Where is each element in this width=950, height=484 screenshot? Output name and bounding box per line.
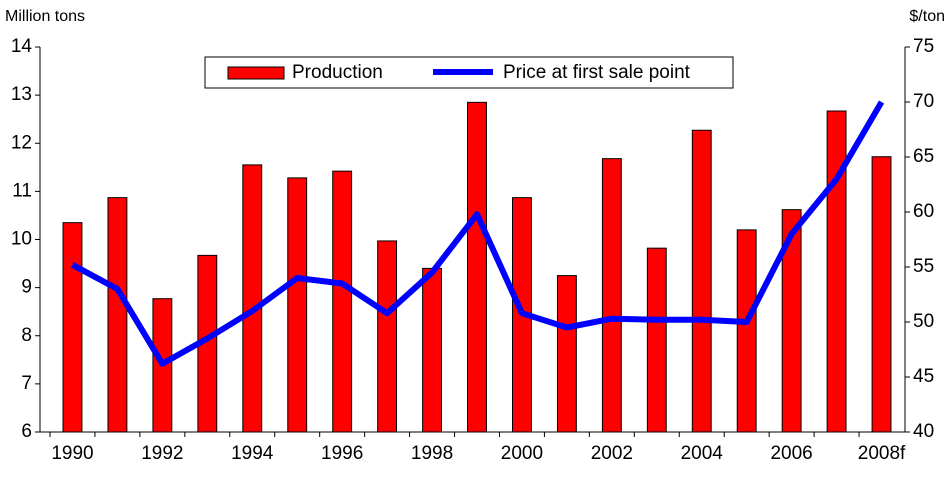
bar xyxy=(242,164,263,433)
y2-tick-label: 40 xyxy=(913,421,934,442)
y-tick-label: 6 xyxy=(21,421,32,442)
bar xyxy=(646,247,667,433)
y-tick-label: 13 xyxy=(11,84,32,105)
x-tick-label: 2002 xyxy=(591,443,633,464)
y-tick-label: 8 xyxy=(21,325,32,346)
legend-label: Price at first sale point xyxy=(503,62,691,83)
bar xyxy=(781,209,802,433)
y2-tick-label: 50 xyxy=(913,311,934,332)
x-tick-label: 1990 xyxy=(51,443,93,464)
x-tick-label: 2000 xyxy=(501,443,543,464)
y-tick-label: 11 xyxy=(12,180,32,201)
bar xyxy=(62,222,83,433)
x-tick-label: 1998 xyxy=(411,443,453,464)
x-tick-label: 2008f xyxy=(858,443,906,464)
bar xyxy=(287,177,308,433)
bar xyxy=(556,275,577,433)
y2-tick-label: 55 xyxy=(913,256,934,277)
bar xyxy=(332,170,353,433)
x-tick-label: 2006 xyxy=(770,443,812,464)
bar xyxy=(736,229,757,433)
bar xyxy=(826,110,847,433)
line xyxy=(71,100,885,367)
y2-tick-label: 60 xyxy=(913,201,934,222)
y2-tick-label: 75 xyxy=(913,36,934,57)
bar xyxy=(601,158,622,433)
y-tick-label: 10 xyxy=(11,229,32,250)
x-tick-label: 2004 xyxy=(681,443,724,464)
bar xyxy=(691,129,712,433)
y2-tick-label: 65 xyxy=(913,146,934,167)
y2-axis-label: $/ton xyxy=(909,8,945,25)
y-tick-label: 14 xyxy=(11,36,33,57)
legend-label: Production xyxy=(292,62,383,83)
x-tick-label: 1996 xyxy=(321,443,363,464)
y-tick-label: 9 xyxy=(21,277,32,298)
bar xyxy=(107,197,128,433)
x-tick-label: 1994 xyxy=(231,443,274,464)
bar xyxy=(871,156,892,433)
y2-tick-label: 70 xyxy=(913,91,934,112)
y2-tick-label: 45 xyxy=(913,366,934,387)
y-tick-label: 7 xyxy=(21,373,32,394)
x-tick-label: 1992 xyxy=(141,443,183,464)
legend-swatch xyxy=(227,66,285,80)
y-axis-label: Million tons xyxy=(5,8,85,25)
y-tick-label: 12 xyxy=(11,132,32,153)
bar xyxy=(377,240,398,433)
bar xyxy=(422,267,442,433)
bar xyxy=(467,101,487,433)
